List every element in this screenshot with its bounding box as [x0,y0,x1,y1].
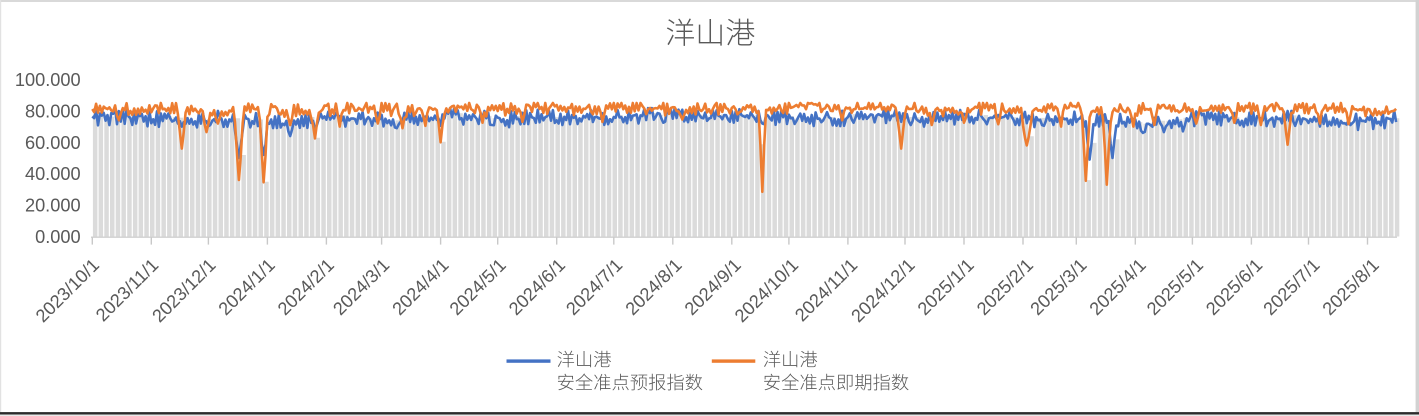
svg-text:80.000: 80.000 [25,101,81,121]
svg-text:60.000: 60.000 [25,133,81,153]
svg-text:0.000: 0.000 [35,227,81,247]
svg-text:100.000: 100.000 [15,70,81,90]
svg-text:40.000: 40.000 [25,164,81,184]
svg-text:20.000: 20.000 [25,196,81,216]
